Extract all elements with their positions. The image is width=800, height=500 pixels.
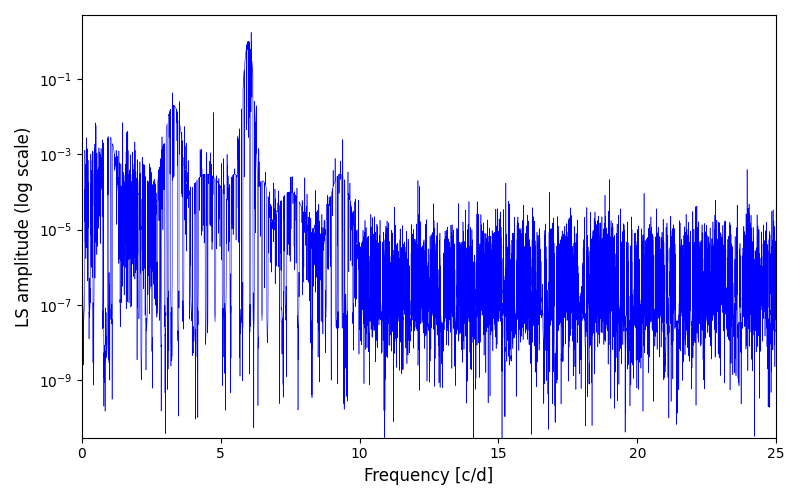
- Y-axis label: LS amplitude (log scale): LS amplitude (log scale): [15, 126, 33, 326]
- X-axis label: Frequency [c/d]: Frequency [c/d]: [364, 467, 494, 485]
